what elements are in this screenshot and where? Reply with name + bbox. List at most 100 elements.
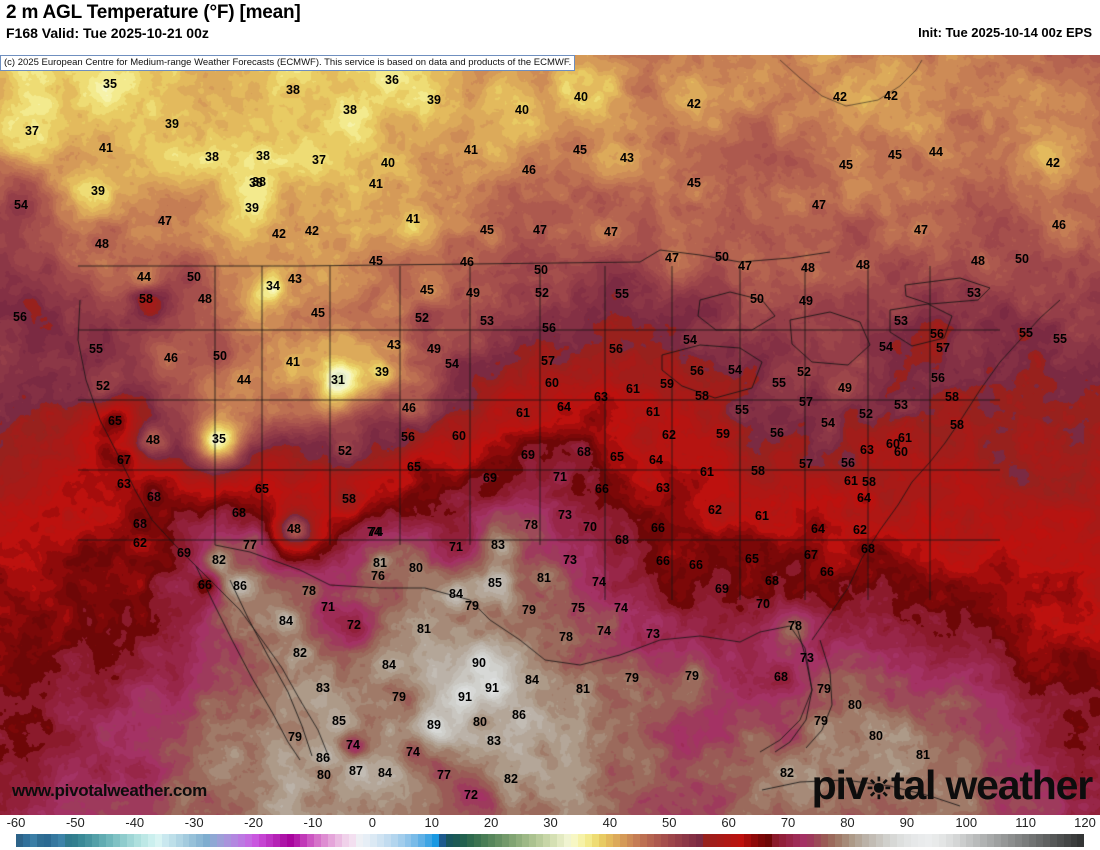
temperature-value-label: 49 xyxy=(427,342,441,356)
temperature-value-label: 46 xyxy=(522,163,536,177)
temperature-value-label: 79 xyxy=(817,682,831,696)
temperature-value-label: 48 xyxy=(198,292,212,306)
temperature-value-label: 42 xyxy=(833,90,847,104)
colorbar-segment xyxy=(279,834,287,847)
temperature-value-label: 55 xyxy=(89,342,103,356)
colorbar-tick: 50 xyxy=(662,815,677,830)
temperature-value-label: 45 xyxy=(369,254,383,268)
temperature-value-label: 79 xyxy=(465,599,479,613)
colorbar-segment xyxy=(127,834,134,847)
colorbar-segment xyxy=(883,834,891,847)
temperature-value-label: 59 xyxy=(660,377,674,391)
temperature-map[interactable]: (c) 2025 European Centre for Medium-rang… xyxy=(0,55,1100,815)
temperature-value-label: 91 xyxy=(458,690,472,704)
temperature-value-label: 84 xyxy=(382,658,396,672)
colorbar-gradient xyxy=(16,834,1085,847)
temperature-value-label: 47 xyxy=(812,198,826,212)
colorbar-segment xyxy=(411,834,419,847)
temperature-value-label: 81 xyxy=(537,571,551,585)
temperature-value-label: 63 xyxy=(860,443,874,457)
temperature-value-label: 52 xyxy=(96,379,110,393)
colorbar-segment xyxy=(314,834,322,847)
temperature-value-label: 46 xyxy=(402,401,416,415)
temperature-value-label: 37 xyxy=(25,124,39,138)
colorbar-segment xyxy=(675,834,682,847)
temperature-value-label: 67 xyxy=(804,548,818,562)
colorbar-segment xyxy=(917,834,925,847)
colorbar-segment xyxy=(113,834,121,847)
pivotal-weather-logo: piv tal weather xyxy=(812,763,1094,807)
temperature-value-label: 79 xyxy=(814,714,828,728)
colorbar-segment xyxy=(612,834,620,847)
colorbar-segment xyxy=(973,834,981,847)
colorbar-segment xyxy=(876,834,884,847)
colorbar-segment xyxy=(154,834,162,847)
colorbar-segment xyxy=(286,834,294,847)
colorbar-segment xyxy=(231,834,238,847)
colorbar-tick: -60 xyxy=(6,815,26,830)
colorbar-segment xyxy=(799,834,807,847)
temperature-value-label: 79 xyxy=(625,671,639,685)
colorbar-tick: 90 xyxy=(899,815,915,830)
colorbar-segment xyxy=(466,834,474,847)
temperature-value-label: 60 xyxy=(452,429,466,443)
temperature-value-label: 66 xyxy=(656,554,670,568)
temperature-value-label: 48 xyxy=(801,261,815,275)
temperature-value-label: 52 xyxy=(535,286,549,300)
temperature-value-label: 52 xyxy=(797,365,811,379)
temperature-value-label: 69 xyxy=(715,582,729,596)
temperature-value-label: 39 xyxy=(245,201,259,215)
colorbar-segment xyxy=(1042,834,1050,847)
colorbar-segment xyxy=(980,834,988,847)
temperature-value-label: 69 xyxy=(483,471,497,485)
temperature-value-label: 41 xyxy=(286,355,300,369)
colorbar-tick: -30 xyxy=(184,815,204,830)
colorbar-segment xyxy=(529,834,537,847)
temperature-value-label: 31 xyxy=(331,373,345,387)
temperature-value-label: 42 xyxy=(1046,156,1060,170)
temperature-value-label: 66 xyxy=(198,578,212,592)
temperature-value-label: 65 xyxy=(610,450,624,464)
temperature-value-label: 56 xyxy=(931,371,945,385)
colorbar-segment xyxy=(938,834,946,847)
temperature-value-label: 84 xyxy=(449,587,463,601)
colorbar-segment xyxy=(869,834,877,847)
temperature-value-label: 40 xyxy=(515,103,529,117)
temperature-value-label: 55 xyxy=(615,287,629,301)
colorbar-segment xyxy=(272,834,280,847)
colorbar-segment xyxy=(251,834,259,847)
temperature-value-label: 73 xyxy=(800,651,814,665)
colorbar-segment xyxy=(133,834,141,847)
colorbar-segment xyxy=(619,834,627,847)
temperature-value-label: 64 xyxy=(649,453,663,467)
temperature-value-label: 79 xyxy=(288,730,302,744)
temperature-value-label: 35 xyxy=(212,432,226,446)
colorbar-segment xyxy=(550,834,558,847)
colorbar-segment xyxy=(709,834,717,847)
temperature-value-label: 44 xyxy=(237,373,251,387)
temperature-value-label: 43 xyxy=(387,338,401,352)
temperature-value-label: 46 xyxy=(1052,218,1066,232)
temperature-value-label: 56 xyxy=(841,456,855,470)
temperature-value-label: 61 xyxy=(626,382,640,396)
temperature-value-label: 67 xyxy=(117,453,131,467)
copyright-notice: (c) 2025 European Centre for Medium-rang… xyxy=(0,55,576,71)
temperature-value-label: 57 xyxy=(936,341,950,355)
temperature-value-label: 58 xyxy=(695,389,709,403)
temperature-value-label: 79 xyxy=(392,690,406,704)
temperature-value-label: 83 xyxy=(487,734,501,748)
colorbar-segment xyxy=(522,834,530,847)
temperature-value-label: 54 xyxy=(821,416,835,430)
temperature-value-label: 50 xyxy=(750,292,764,306)
colorbar-tick: 100 xyxy=(955,815,978,830)
temperature-value-label: 58 xyxy=(945,390,959,404)
temperature-value-label: 39 xyxy=(91,184,105,198)
temperature-value-label: 86 xyxy=(316,751,330,765)
temperature-value-label: 74 xyxy=(369,525,383,539)
colorbar-segment xyxy=(1021,834,1029,847)
temperature-value-label: 80 xyxy=(409,561,423,575)
temperature-value-label: 77 xyxy=(243,538,257,552)
temperature-value-label: 71 xyxy=(553,470,567,484)
colorbar-segment xyxy=(806,834,814,847)
temperature-value-label: 71 xyxy=(321,600,335,614)
